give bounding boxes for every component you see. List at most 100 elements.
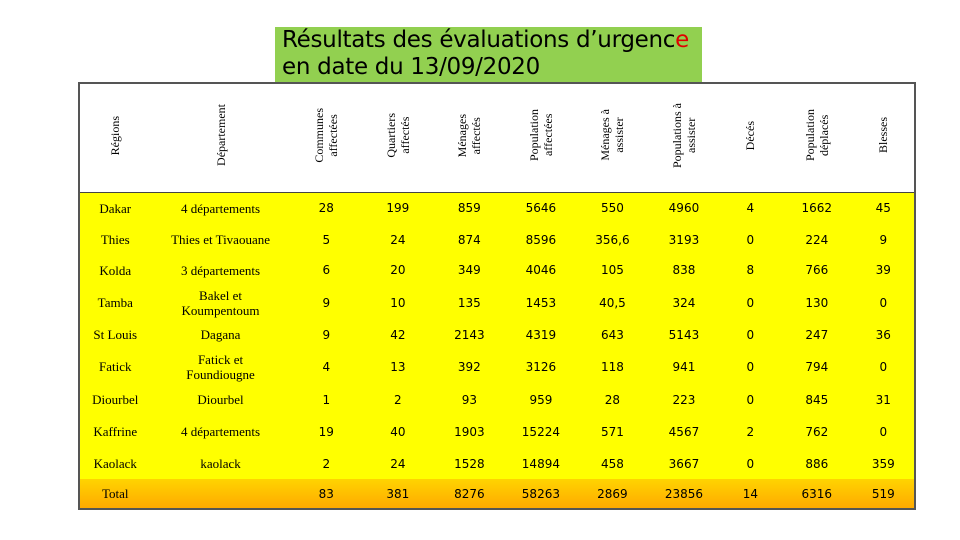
departement-cell: 3 départements [181, 262, 261, 278]
value-cell: 0 [879, 295, 888, 310]
value-cell: 766 [805, 263, 829, 277]
value-cell: 19 [318, 424, 334, 439]
value-cell: 959 [529, 392, 553, 407]
value-cell: 4960 [668, 201, 700, 216]
header-deces: Décés [719, 83, 782, 193]
header-quartiers: Quartiers affectés [362, 83, 434, 193]
value-cell: 40 [390, 424, 406, 439]
title-line-1: Résultats des évaluations d’urgenc [282, 27, 676, 53]
value-cell: 0 [879, 424, 888, 439]
value-cell: 643 [600, 327, 624, 342]
value-cell: 762 [805, 424, 829, 439]
value-cell: 845 [805, 392, 829, 407]
title-line-1-red-letter: e [675, 27, 689, 53]
page-title: Résultats des évaluations d’urgence en d… [282, 27, 689, 81]
departement-cell: Thies et Tivaouane [171, 232, 270, 247]
value-cell: 40,5 [599, 295, 626, 310]
value-cell: 2 [322, 456, 331, 471]
departement-cell: Bakel et Koumpentoum [181, 287, 260, 318]
value-cell: 3126 [525, 359, 557, 374]
value-cell: 0 [746, 232, 755, 247]
value-cell: 0 [879, 359, 888, 374]
value-cell: 356,6 [595, 232, 630, 247]
table-row: Fatick Fatick et Foundiougne 4 13 392 3126 118… [79, 349, 915, 384]
value-cell: 1 [322, 392, 331, 407]
value-cell: 886 [805, 456, 829, 471]
value-cell: 838 [672, 263, 696, 277]
value-cell: 0 [746, 456, 755, 471]
value-cell: 1662 [801, 201, 833, 216]
value-cell: 2 [394, 392, 402, 407]
value-cell: 324 [672, 295, 696, 310]
value-cell: 0 [746, 359, 755, 374]
value-cell: 5 [322, 232, 331, 247]
value-cell: 3193 [668, 232, 700, 247]
value-cell: 1528 [454, 456, 485, 471]
value-cell: 5143 [668, 327, 700, 342]
region-cell: Kolda [99, 262, 132, 278]
value-cell: 14 [719, 479, 782, 509]
header-menages-affectes: Ménages affectés [433, 83, 506, 193]
table-row: Thies Thies et Tivaouane 5 24 874 8596 356,6 31… [79, 224, 915, 255]
header-departement: Département [150, 83, 291, 193]
table-row: Dakar 4 départements 28 199 859 5646 550 4960 4 1… [79, 192, 915, 224]
table-row: Kaffrine 4 départements 19 40 1903 15224 571 45… [79, 415, 915, 448]
value-cell: 20 [390, 263, 406, 277]
value-cell: 1453 [525, 295, 557, 310]
value-cell: 1903 [454, 424, 485, 439]
region-cell: Tamba [97, 295, 133, 310]
value-cell: 2869 [576, 479, 649, 509]
value-cell: 6 [322, 263, 331, 277]
table-row: Kolda 3 départements 6 20 349 4046 105 838 8 766 3… [79, 255, 915, 285]
value-cell: 42 [390, 327, 406, 342]
value-cell: 458 [600, 456, 624, 471]
header-blesses: Blesses [852, 83, 915, 193]
departement-cell [150, 479, 291, 509]
value-cell: 874 [457, 232, 481, 247]
value-cell: 550 [600, 201, 624, 216]
value-cell: 130 [805, 295, 829, 310]
header-menages-assister: Ménages à assister [576, 83, 649, 193]
value-cell: 14894 [521, 456, 560, 471]
value-cell: 28 [604, 392, 621, 407]
region-cell: Kaffrine [93, 424, 138, 439]
region-cell: Dakar [99, 200, 132, 216]
value-cell: 247 [805, 327, 829, 342]
table-body: Dakar 4 départements 28 199 859 5646 550 4960 4 1… [79, 192, 915, 509]
value-cell: 23856 [648, 479, 720, 509]
value-cell: 349 [457, 263, 481, 277]
departement-cell: kaolack [200, 456, 241, 471]
header-population-affectees: Population affectées [505, 83, 577, 193]
value-cell: 10 [390, 295, 406, 310]
value-cell: 794 [805, 359, 829, 374]
value-cell: 28 [318, 201, 334, 216]
departement-cell: Dagana [200, 327, 241, 342]
value-cell: 105 [600, 263, 624, 277]
value-cell: 135 [457, 295, 481, 310]
value-cell: 9 [322, 295, 331, 310]
value-cell: 8276 [433, 479, 506, 509]
value-cell: 15224 [521, 424, 560, 439]
header-regions: Régions [79, 83, 151, 193]
value-cell: 0 [746, 295, 755, 310]
value-cell: 39 [875, 263, 891, 277]
value-cell: 392 [457, 359, 481, 374]
title-line-2: en date du 13/09/2020 [282, 54, 540, 80]
value-cell: 9 [879, 232, 888, 247]
departement-cell: Diourbel [197, 392, 244, 407]
value-cell: 0 [746, 327, 755, 342]
value-cell: 859 [457, 201, 481, 216]
value-cell: 118 [600, 359, 624, 374]
header-communes: Communes affectées [290, 83, 363, 193]
value-cell: 24 [390, 232, 406, 247]
value-cell: 941 [672, 359, 696, 374]
header-populations-assister: Populations à assister [648, 83, 720, 193]
value-cell: 199 [386, 201, 410, 216]
region-cell: Kaolack [93, 456, 137, 471]
total-row: Total 83 381 8276 58263 2869 23856 14 6316 519 [79, 479, 915, 509]
value-cell: 13 [390, 359, 406, 374]
value-cell: 359 [871, 456, 895, 471]
value-cell: 4 [322, 359, 331, 374]
value-cell: 381 [362, 479, 434, 509]
region-cell: Thies [100, 232, 130, 247]
